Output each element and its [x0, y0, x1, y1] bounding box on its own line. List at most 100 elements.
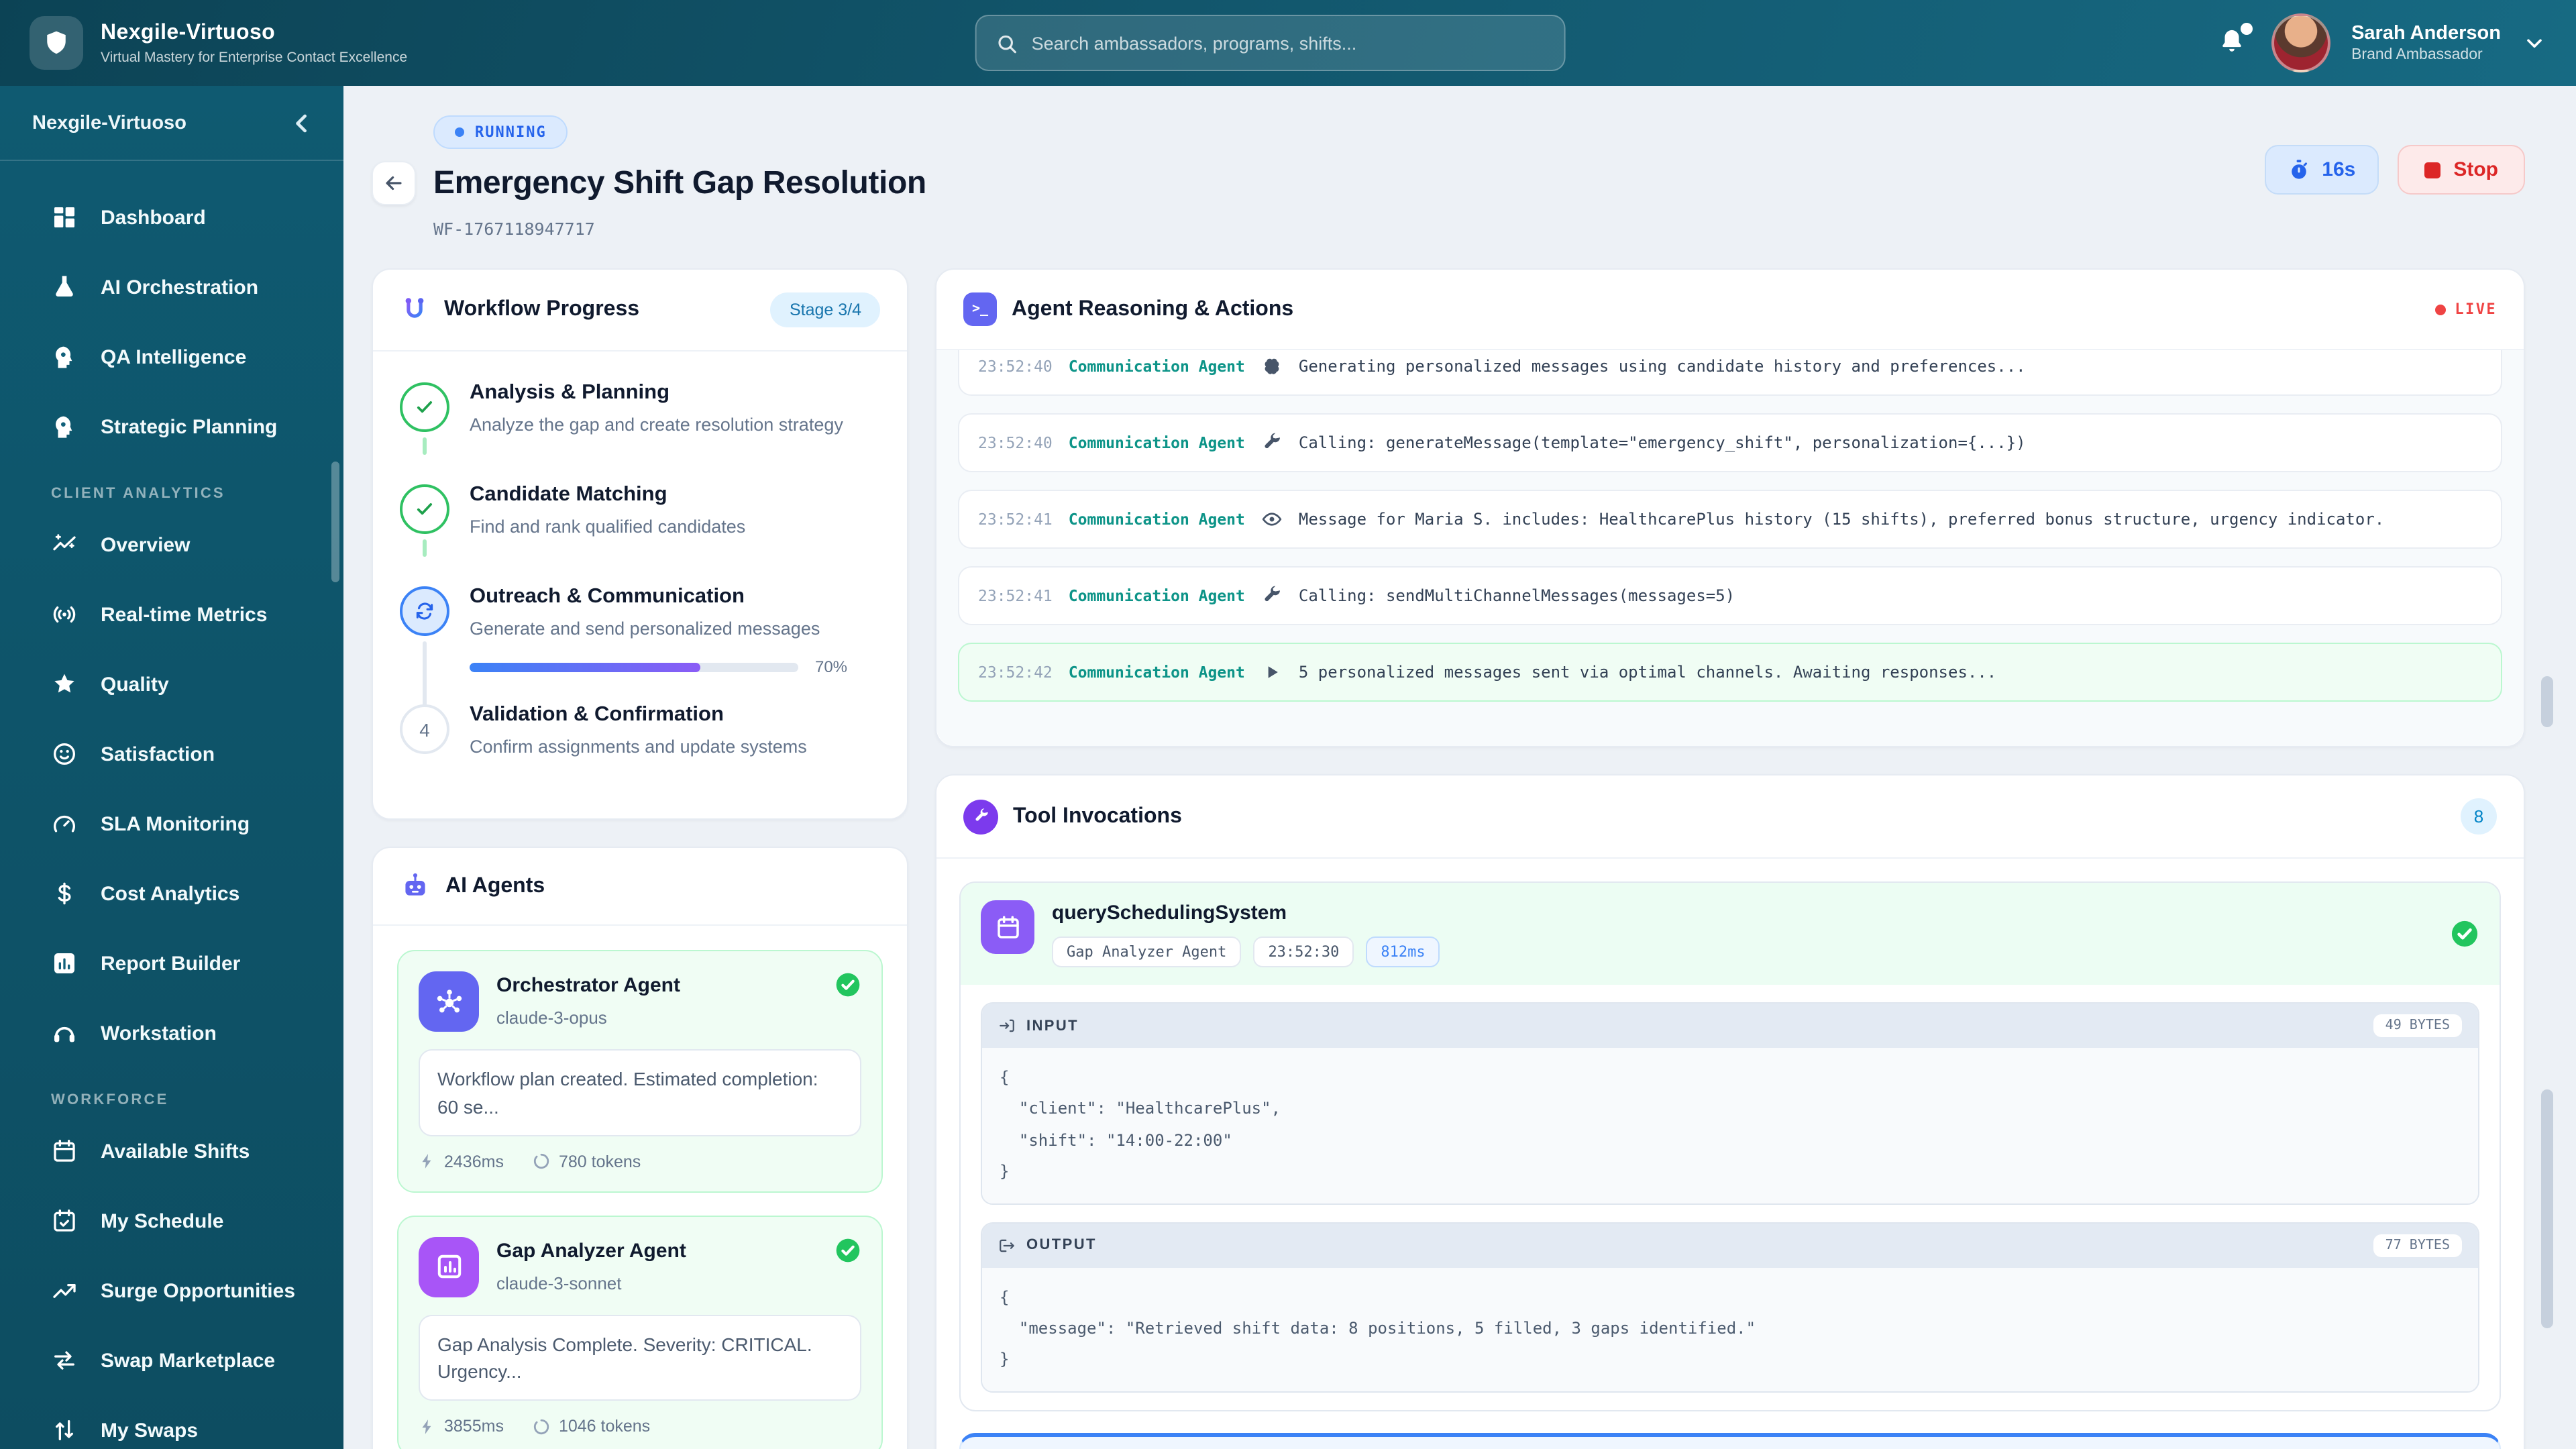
main-content: RUNNING Emergency Shift Gap Resolution W…: [343, 86, 2576, 1449]
sidebar-section-label: WORKFORCE: [51, 1092, 169, 1108]
user-name: Sarah Anderson: [2351, 23, 2501, 44]
stop-button[interactable]: Stop: [2397, 145, 2525, 195]
tokens-stat: 1046 tokens: [533, 1417, 650, 1436]
eye-icon: [1261, 508, 1283, 530]
workflow-icon: [400, 295, 429, 325]
workflow-steps-list: Analysis & Planning Analyze the gap and c…: [373, 352, 907, 818]
sidebar-item-surge-opportunities[interactable]: Surge Opportunities: [0, 1256, 343, 1326]
sidebar-item-label: Cost Analytics: [101, 882, 240, 905]
scrollbar-thumb[interactable]: [2541, 1089, 2553, 1328]
wrench-icon: [1261, 432, 1283, 453]
step-title: Candidate Matching: [470, 483, 667, 506]
log-timestamp: 23:52:40: [978, 433, 1053, 452]
sidebar: Nexgile-Virtuoso Dashboard AI Orchestrati…: [0, 86, 343, 1449]
check-circle-icon: [835, 971, 861, 998]
notifications-button[interactable]: [2217, 23, 2253, 59]
tool-output-header: OUTPUT 77 BYTES: [982, 1223, 2478, 1268]
sidebar-item-quality[interactable]: Quality: [0, 649, 343, 719]
agent-model: claude-3-sonnet: [496, 1273, 622, 1293]
sidebar-item-workstation[interactable]: Workstation: [0, 998, 343, 1068]
tool-time-chip: 23:52:30: [1253, 936, 1354, 967]
log-agent-name: Communication Agent: [1068, 663, 1245, 682]
tool-input-header: INPUT 49 BYTES: [982, 1004, 2478, 1048]
sidebar-item-cost-analytics[interactable]: Cost Analytics: [0, 859, 343, 928]
sidebar-item-label: My Swaps: [101, 1419, 199, 1442]
log-text: Generating personalized messages using c…: [1298, 357, 2026, 376]
step-number: 4: [419, 718, 430, 741]
star-icon: [51, 671, 78, 698]
smile-icon: [51, 741, 78, 767]
sidebar-item-label: Report Builder: [101, 952, 241, 975]
sidebar-item-available-shifts[interactable]: Available Shifts: [0, 1116, 343, 1186]
step-description: Generate and send personalized messages: [470, 619, 820, 639]
sidebar-item-my-schedule[interactable]: My Schedule: [0, 1186, 343, 1256]
step-title: Analysis & Planning: [470, 381, 670, 404]
ai-agents-title: AI Agents: [445, 874, 545, 898]
sidebar-collapse-button[interactable]: [287, 108, 317, 138]
workflow-step: 4 Validation & Confirmation Confirm assign…: [400, 703, 880, 778]
tool-card-queryschedulingsystem[interactable]: querySchedulingSystem Gap Analyzer Agent…: [959, 881, 2501, 1411]
agent-reasoning-panel: >_ Agent Reasoning & Actions LIVE 23:52:…: [935, 268, 2525, 747]
step-description: Find and rank qualified candidates: [470, 517, 746, 537]
step-progress: 70%: [470, 657, 847, 676]
tool-count-badge: 8: [2461, 798, 2497, 835]
sidebar-scrollbar-thumb[interactable]: [331, 462, 339, 582]
bolt-icon: [419, 1153, 436, 1171]
workflow-progress-title: Workflow Progress: [444, 298, 640, 321]
sidebar-nav: Dashboard AI Orchestration QA Intelligence…: [0, 161, 343, 1449]
headphones-icon: [51, 1020, 78, 1046]
tool-output-section: OUTPUT 77 BYTES { "message": "Retrieved …: [981, 1222, 2479, 1393]
chevron-down-icon[interactable]: [2522, 31, 2546, 55]
trending-up-icon: [51, 1277, 78, 1304]
brand-logo: [30, 16, 83, 70]
sidebar-item-sla-monitoring[interactable]: SLA Monitoring: [0, 789, 343, 859]
sidebar-item-my-swaps[interactable]: My Swaps: [0, 1395, 343, 1449]
output-size-badge: 77 BYTES: [2373, 1234, 2462, 1257]
step-title: Outreach & Communication: [470, 585, 745, 608]
latency-stat: 3855ms: [419, 1417, 504, 1436]
sidebar-item-swap-marketplace[interactable]: Swap Marketplace: [0, 1326, 343, 1395]
sidebar-item-satisfaction[interactable]: Satisfaction: [0, 719, 343, 789]
tool-card-calculateslarisk[interactable]: calculateSLARisk Gap Analyzer Agent 23:5…: [959, 1432, 2501, 1449]
sidebar-item-label: Dashboard: [101, 206, 206, 229]
sidebar-item-qa-intelligence[interactable]: QA Intelligence: [0, 322, 343, 392]
status-badge: RUNNING: [433, 115, 568, 149]
input-label: INPUT: [1026, 1018, 1079, 1034]
sidebar-item-label: Workstation: [101, 1022, 217, 1044]
sidebar-item-report-builder[interactable]: Report Builder: [0, 928, 343, 998]
search-input[interactable]: [1031, 33, 1546, 53]
reasoning-log-area[interactable]: 23:52:40 Communication Agent Generating pe…: [936, 350, 2524, 746]
workflow-step: Outreach & Communication Generate and sen…: [400, 585, 880, 722]
agent-reasoning-title: Agent Reasoning & Actions: [1012, 297, 1294, 320]
sidebar-item-overview[interactable]: Overview: [0, 510, 343, 580]
back-button[interactable]: [372, 161, 416, 205]
global-search[interactable]: [975, 15, 1566, 71]
sidebar-item-dashboard[interactable]: Dashboard: [0, 182, 343, 252]
sidebar-item-strategic-planning[interactable]: Strategic Planning: [0, 392, 343, 462]
loader-icon: [533, 1153, 551, 1171]
sidebar-item-real-time-metrics[interactable]: Real-time Metrics: [0, 580, 343, 649]
ai-agents-card: AI Agents Orchestrator Agent claude-3-op…: [372, 847, 908, 1449]
stopwatch-icon: [2287, 158, 2310, 181]
avatar[interactable]: [2271, 13, 2330, 72]
page-header: RUNNING Emergency Shift Gap Resolution W…: [372, 115, 2525, 239]
log-row: 23:52:41 Communication Agent Calling: send…: [958, 566, 2502, 625]
play-icon: [1261, 661, 1283, 683]
user-block[interactable]: Sarah Anderson Brand Ambassador: [2351, 23, 2501, 63]
sidebar-item-ai-orchestration[interactable]: AI Orchestration: [0, 252, 343, 322]
step-description: Confirm assignments and update systems: [470, 737, 807, 757]
loader-icon: [533, 1418, 551, 1436]
workflow-step: Analysis & Planning Analyze the gap and c…: [400, 381, 880, 456]
calendar-check-icon: [51, 1208, 78, 1234]
flask-icon: [51, 274, 78, 301]
sidebar-item-label: Satisfaction: [101, 743, 215, 765]
check-icon: [400, 484, 449, 534]
log-timestamp: 23:52:40: [978, 357, 1053, 376]
step-description: Analyze the gap and create resolution st…: [470, 415, 843, 435]
scrollbar-thumb[interactable]: [2541, 676, 2553, 727]
sidebar-item-label: AI Orchestration: [101, 276, 259, 299]
sidebar-item-label: SLA Monitoring: [101, 812, 250, 835]
calendar-icon: [51, 1138, 78, 1165]
step-connector: [423, 539, 427, 557]
